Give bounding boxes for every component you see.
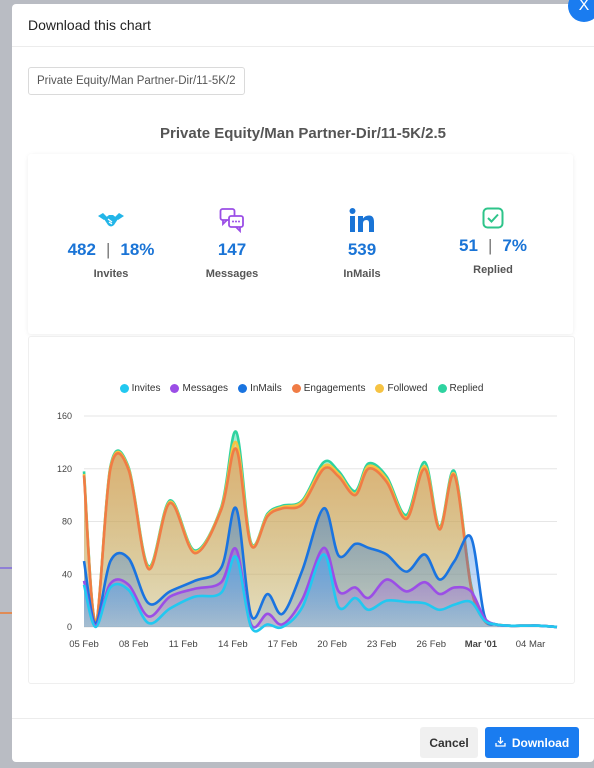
chart-name-input[interactable] xyxy=(28,67,245,95)
close-button[interactable]: X xyxy=(568,0,594,22)
legend-item-followed[interactable]: Followed xyxy=(375,383,428,394)
modal-header: Download this chart xyxy=(12,4,594,47)
y-tick-label: 120 xyxy=(57,464,72,474)
legend-item-invites[interactable]: Invites xyxy=(119,383,161,394)
y-tick-label: 40 xyxy=(62,569,72,579)
stat-separator: | xyxy=(105,240,111,259)
close-icon: X xyxy=(578,0,590,14)
legend-dot xyxy=(437,384,447,393)
stat-separator: | xyxy=(487,236,493,255)
chat-bubbles-icon xyxy=(167,206,297,234)
inmails-count: 539 xyxy=(347,240,377,259)
legend-dot xyxy=(291,384,301,393)
replied-count: 51 xyxy=(459,236,478,255)
y-tick-label: 0 xyxy=(67,622,72,632)
legend-dot xyxy=(119,384,129,393)
stats-card: 482 | 18% Invites 147 Messages xyxy=(28,154,573,334)
x-tick-label: 04 Mar xyxy=(516,639,546,650)
download-chart-modal: Download this chart Private Equity/Man P… xyxy=(12,4,594,762)
inmails-label: InMails xyxy=(343,268,381,280)
legend-item-inmails[interactable]: InMails xyxy=(238,383,282,394)
invites-percent: 18% xyxy=(120,240,155,259)
replied-percent: 7% xyxy=(502,236,527,255)
legend-label: Messages xyxy=(182,383,229,394)
y-tick-label: 80 xyxy=(62,517,72,527)
backdrop-decoration xyxy=(0,567,14,569)
chart-legend: Invites Messages InMails Engagements Followe… xyxy=(29,383,574,394)
download-icon xyxy=(495,736,506,750)
x-tick-label: 20 Feb xyxy=(317,639,347,650)
invites-label: Invites xyxy=(93,268,129,280)
handshake-icon xyxy=(46,206,176,234)
backdrop-decoration xyxy=(0,612,14,614)
x-tick-label: Mar '01 xyxy=(465,639,498,650)
download-button-label: Download xyxy=(511,735,570,750)
series-line-invites xyxy=(82,553,558,633)
modal-footer: Cancel Download xyxy=(12,718,594,762)
cancel-button[interactable]: Cancel xyxy=(420,727,478,758)
chart-title: Private Equity/Man Partner-Dir/11-5K/2.5 xyxy=(160,125,446,142)
legend-label: Invites xyxy=(131,383,161,394)
legend-label: Engagements xyxy=(303,383,366,394)
y-tick-label: 160 xyxy=(57,411,72,421)
x-tick-label: 14 Feb xyxy=(218,639,248,650)
legend-item-engagements[interactable]: Engagements xyxy=(291,383,366,394)
cancel-button-label: Cancel xyxy=(429,735,469,750)
checkbox-icon xyxy=(428,204,558,232)
stat-replied: 51 | 7% Replied xyxy=(428,204,558,276)
legend-label: Replied xyxy=(449,383,484,394)
download-button[interactable]: Download xyxy=(485,727,579,758)
stat-invites: 482 | 18% Invites xyxy=(46,206,176,280)
x-tick-label: 17 Feb xyxy=(268,639,298,650)
legend-dot xyxy=(238,384,248,393)
invites-count: 482 xyxy=(67,240,96,259)
messages-label: Messages xyxy=(205,268,259,280)
replied-label: Replied xyxy=(473,264,513,276)
legend-dot xyxy=(375,384,385,393)
linkedin-icon xyxy=(297,206,427,234)
legend-item-replied[interactable]: Replied xyxy=(437,383,484,394)
legend-label: Followed xyxy=(387,383,428,394)
modal-title: Download this chart xyxy=(28,17,151,33)
x-tick-label: 23 Feb xyxy=(367,639,397,650)
area-chart: 0 40 80 120 160 05 Feb 08 Feb 11 Feb 14 Feb 17 Fe… xyxy=(57,411,558,650)
stat-inmails: 539 InMails xyxy=(297,206,427,280)
series-area-invites xyxy=(84,554,557,632)
chart-card: Invites Messages InMails Engagements Followe… xyxy=(28,336,575,684)
messages-count: 147 xyxy=(217,240,247,259)
x-tick-label: 08 Feb xyxy=(119,639,149,650)
legend-item-messages[interactable]: Messages xyxy=(170,383,228,394)
legend-label: InMails xyxy=(250,383,282,394)
legend-dot xyxy=(170,384,180,393)
x-tick-label: 05 Feb xyxy=(69,639,99,650)
x-tick-label: 11 Feb xyxy=(169,639,198,650)
stat-messages: 147 Messages xyxy=(167,206,297,280)
x-tick-label: 26 Feb xyxy=(417,639,447,650)
